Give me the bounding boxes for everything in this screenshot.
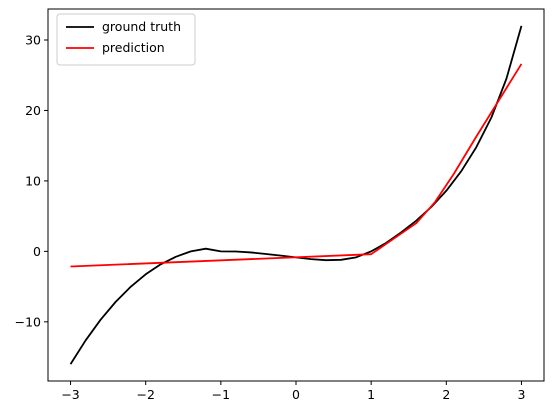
x-tick-label: 2 [442, 387, 450, 402]
y-tick-label: 10 [25, 173, 41, 188]
legend-label-ground-truth: ground truth [102, 19, 181, 34]
legend: ground truth prediction [57, 14, 195, 65]
x-tick-label: −1 [212, 387, 230, 402]
x-tick-label: −3 [61, 387, 79, 402]
series-line-prediction [71, 64, 522, 267]
x-tick-label: 0 [292, 387, 300, 402]
x-tick-label: −2 [136, 387, 154, 402]
y-tick-label: −10 [15, 314, 41, 329]
x-tick-label: 1 [367, 387, 375, 402]
x-tick-label: 3 [517, 387, 525, 402]
legend-label-prediction: prediction [102, 40, 165, 55]
y-tick-label: 0 [33, 244, 41, 259]
y-tick-label: 30 [25, 33, 41, 48]
series-line-ground-truth [71, 26, 522, 364]
y-tick-label: 20 [25, 103, 41, 118]
